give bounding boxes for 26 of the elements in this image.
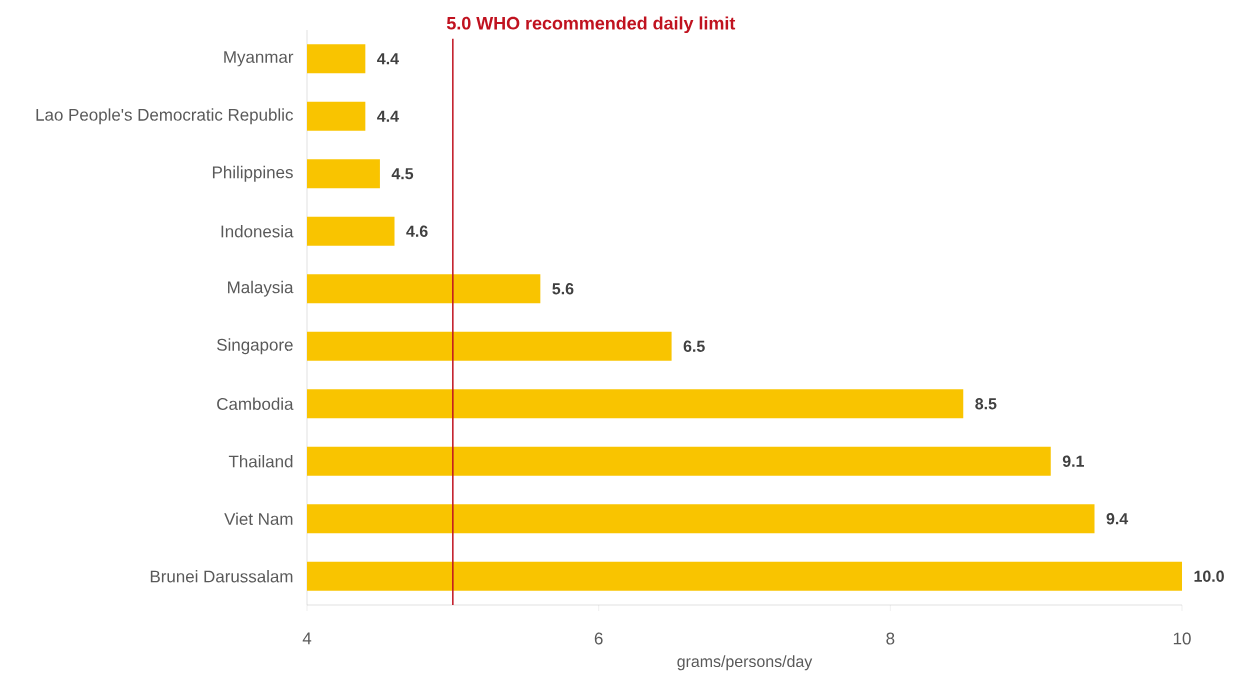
data-label: 4.6 [406,225,428,237]
y-tick-label: Cambodia [217,397,294,410]
y-tick-label: Viet Nam [224,512,293,525]
y-tick-label: Myanmar [224,51,294,67]
data-label: 9.1 [1062,455,1084,467]
y-tick-label: Thailand [228,455,293,468]
data-label: 4.4 [377,110,399,122]
y-tick-label: Singapore [217,338,293,355]
data-label: 10.0 [1194,570,1224,582]
y-tick-label: Malaysia [228,280,294,297]
x-tick-label: 4 [302,632,312,645]
data-label: 6.5 [683,340,705,352]
data-label: 5.6 [552,283,574,295]
y-tick-label: Brunei Darussalam [150,570,293,583]
x-tick-label: 8 [886,632,895,645]
data-label: 8.5 [975,398,997,410]
data-label: 4.5 [391,168,414,180]
x-axis-title: grams/persons/day [677,655,813,671]
data-label: 9.4 [1106,513,1129,525]
y-tick-label: Indonesia [221,225,294,238]
x-tick-label: 6 [594,632,603,645]
y-tick-label: Philippines [212,165,293,182]
ref-line-label: 5.0 WHO recommended daily limit [446,16,736,34]
data-label: 4.4 [377,53,399,65]
y-tick-label: Lao People's Democratic Republic [36,108,293,125]
x-tick-label: 10 [1173,632,1191,645]
